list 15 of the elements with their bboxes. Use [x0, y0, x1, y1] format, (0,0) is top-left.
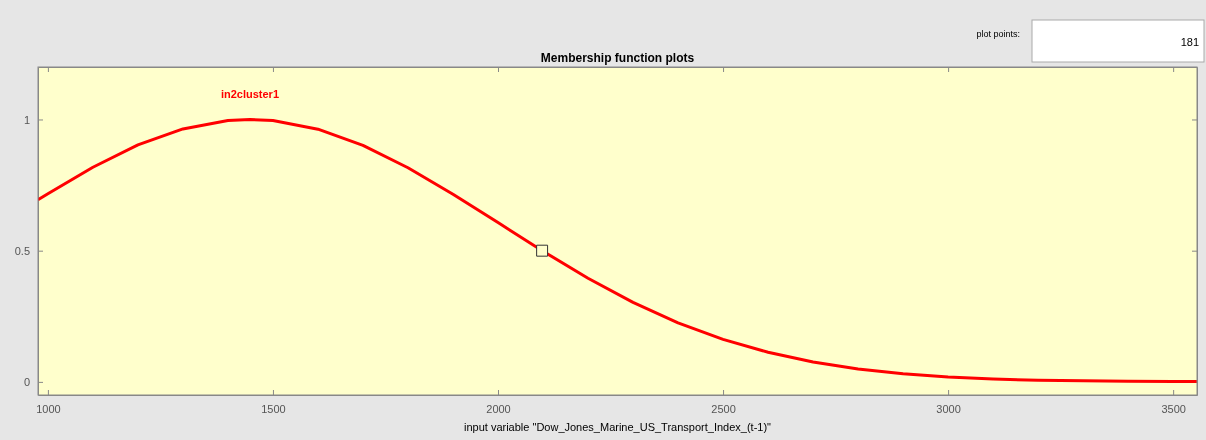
x-tick-label: 2500: [711, 402, 736, 415]
x-tick-label: 1000: [36, 402, 61, 415]
y-tick-label: 1: [23, 113, 30, 126]
y-tick-label: 0.5: [14, 244, 30, 257]
x-tick-label: 3000: [936, 402, 961, 415]
line-series: [38, 117, 1197, 384]
x-tick-label: 3500: [1161, 402, 1186, 415]
x-tick-label: 2000: [486, 402, 511, 415]
chart-title: Membership function plots: [540, 51, 695, 65]
series-label: in2cluster1: [220, 88, 280, 101]
x-tick-label: 1500: [261, 402, 286, 415]
text: 181: [1180, 36, 1199, 48]
y-tick-label: 0: [23, 375, 30, 388]
x-axis-title: input variable "Dow_Jones_Marine_US_Transport_Index_(t-1)": [463, 421, 772, 433]
text: plot points:: [976, 29, 1020, 39]
